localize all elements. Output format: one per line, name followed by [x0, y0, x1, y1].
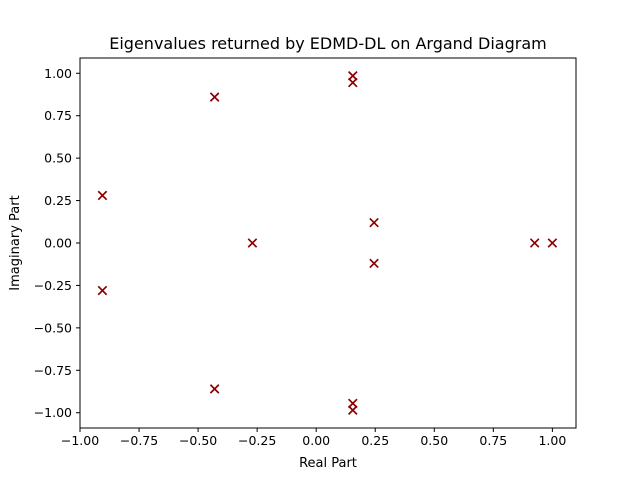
eigenvalue-point	[347, 405, 358, 415]
y-tick-label: 0.25	[44, 193, 72, 208]
marker-stroke	[209, 92, 220, 102]
y-tick-label: 0.75	[44, 108, 72, 123]
marker-stroke	[369, 217, 379, 228]
data-points	[97, 71, 558, 415]
eigenvalue-point	[347, 77, 358, 88]
y-tick-label: 0.50	[44, 151, 72, 166]
marker-stroke	[369, 258, 379, 269]
marker-stroke	[247, 238, 258, 248]
y-axis-label: Imaginary Part	[8, 195, 23, 290]
x-tick-label: 1.00	[538, 433, 566, 448]
marker-stroke	[97, 285, 108, 296]
marker-stroke	[209, 384, 220, 394]
y-tick-label: 1.00	[44, 66, 72, 81]
y-tick-label: −1.00	[34, 405, 72, 420]
x-tick-label: −0.50	[179, 433, 217, 448]
eigenvalue-point	[547, 238, 558, 248]
marker-stroke	[97, 190, 108, 201]
eigenvalue-point	[247, 238, 258, 248]
chart-title: Eigenvalues returned by EDMD-DL on Argan…	[109, 34, 546, 53]
marker-stroke	[347, 405, 358, 415]
y-tick-label: −0.75	[34, 363, 72, 378]
eigenvalue-point	[369, 258, 379, 269]
axis-ticks: −1.00 −0.75 −0.50 −0.25 0.00 0.25 0.50 0.75 1.00…	[34, 66, 567, 448]
x-tick-label: −0.75	[120, 433, 158, 448]
marker-stroke	[347, 77, 358, 88]
eigenvalue-point	[209, 384, 220, 394]
eigenvalue-point	[529, 238, 540, 248]
y-tick-label: −0.25	[34, 278, 72, 293]
x-tick-label: −0.25	[238, 433, 276, 448]
eigenvalue-point	[209, 92, 220, 102]
x-tick-label: 0.25	[361, 433, 389, 448]
eigenvalue-point	[97, 285, 108, 296]
x-tick-label: 0.00	[302, 433, 330, 448]
x-tick-label: 0.50	[420, 433, 448, 448]
eigenvalue-point	[369, 217, 379, 228]
y-tick-label: −0.50	[34, 320, 72, 335]
marker-stroke	[529, 238, 540, 248]
y-tick-label: 0.00	[44, 236, 72, 251]
x-tick-label: 0.75	[479, 433, 507, 448]
x-tick-label: −1.00	[61, 433, 99, 448]
marker-stroke	[547, 238, 558, 248]
x-axis-label: Real Part	[299, 456, 357, 471]
axes-frame	[79, 57, 577, 429]
eigenvalue-point	[97, 190, 108, 201]
